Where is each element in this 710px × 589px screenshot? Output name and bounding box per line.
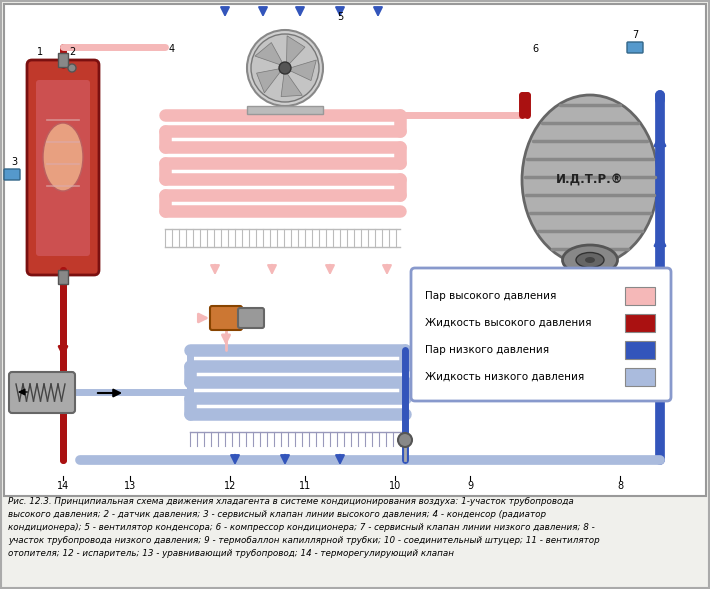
Bar [625,368,655,386]
Bar [58,53,68,67]
Bar [58,270,68,284]
Text: 4: 4 [169,44,175,54]
Text: Жидкость низкого давления: Жидкость низкого давления [425,372,584,382]
Ellipse shape [522,95,658,265]
Text: 1: 1 [37,47,43,57]
Text: 5: 5 [337,12,343,22]
Text: высокого давления; 2 - датчик давления; 3 - сервисный клапан линии высокого давл: высокого давления; 2 - датчик давления; … [8,510,546,519]
Text: Рис. 12.3. Принципиальная схема движения хладагента в системе кондиционирования : Рис. 12.3. Принципиальная схема движения… [8,497,574,506]
FancyBboxPatch shape [238,308,264,328]
Bar [247,106,323,114]
Polygon shape [290,60,316,81]
Text: 8: 8 [617,481,623,491]
Text: 3: 3 [11,157,17,167]
Polygon shape [281,73,302,97]
FancyBboxPatch shape [411,268,671,401]
FancyBboxPatch shape [36,80,90,256]
Text: кондиционера); 5 - вентилятор конденсора; 6 - компрессор кондиционера; 7 - серви: кондиционера); 5 - вентилятор конденсора… [8,523,595,532]
Circle shape [279,62,291,74]
Bar [625,287,655,305]
Ellipse shape [562,245,618,275]
Text: 7: 7 [632,30,638,40]
Text: И.Д.Т.Р.®: И.Д.Т.Р.® [556,174,624,187]
FancyBboxPatch shape [627,42,643,53]
Bar [625,341,655,359]
FancyBboxPatch shape [4,169,20,180]
Circle shape [251,34,319,102]
Ellipse shape [43,123,83,191]
FancyBboxPatch shape [27,60,99,275]
Text: 12: 12 [224,481,236,491]
Text: 9: 9 [467,481,473,491]
Circle shape [398,433,412,447]
Text: 6: 6 [532,44,538,54]
Polygon shape [255,42,283,65]
Text: участок трубопровода низкого давления; 9 - термобаллон капиллярной трубки; 10 - : участок трубопровода низкого давления; 9… [8,536,600,545]
Circle shape [68,64,76,72]
Ellipse shape [585,257,595,263]
Text: 10: 10 [389,481,401,491]
FancyBboxPatch shape [9,372,75,413]
Ellipse shape [576,253,604,267]
Text: Пар высокого давления: Пар высокого давления [425,291,557,301]
FancyBboxPatch shape [210,306,242,330]
Circle shape [247,30,323,106]
Text: Жидкость высокого давления: Жидкость высокого давления [425,318,591,328]
Text: отопителя; 12 - испаритель; 13 - уравнивающий трубопровод; 14 - терморегулирующи: отопителя; 12 - испаритель; 13 - уравнив… [8,549,454,558]
Text: 14: 14 [57,481,69,491]
Text: 13: 13 [124,481,136,491]
Bar [4,4,706,496]
Text: 11: 11 [299,481,311,491]
Polygon shape [256,69,281,93]
Polygon shape [287,36,305,65]
Text: Пар низкого давления: Пар низкого давления [425,345,549,355]
Bar [625,314,655,332]
Text: 2: 2 [69,47,75,57]
